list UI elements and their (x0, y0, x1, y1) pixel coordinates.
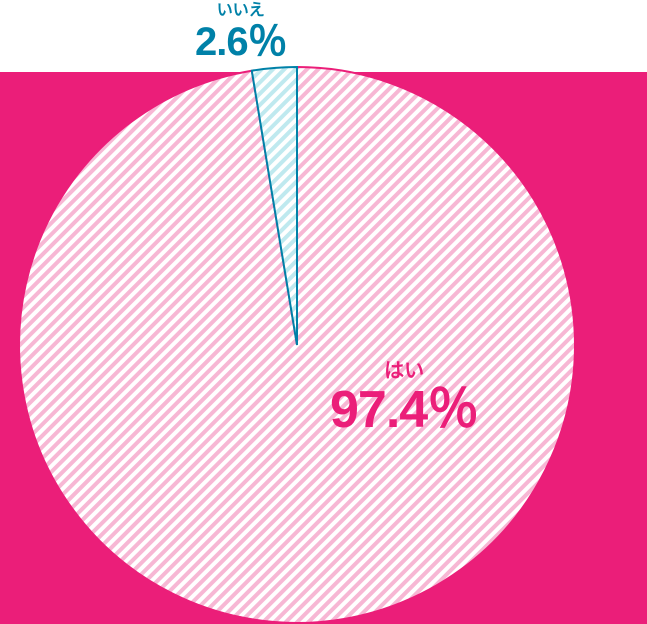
label-no-value: 2.6％ (195, 20, 287, 64)
label-yes-value: 97.4％ (330, 382, 478, 439)
label-no-tag: いいえ (195, 2, 287, 20)
label-no: いいえ 2.6％ (195, 2, 287, 64)
pie-chart: いいえ 2.6％ はい 97.4％ (0, 0, 647, 624)
label-yes: はい 97.4％ (330, 360, 478, 439)
pie-svg (0, 0, 647, 624)
label-yes-tag: はい (330, 360, 478, 382)
